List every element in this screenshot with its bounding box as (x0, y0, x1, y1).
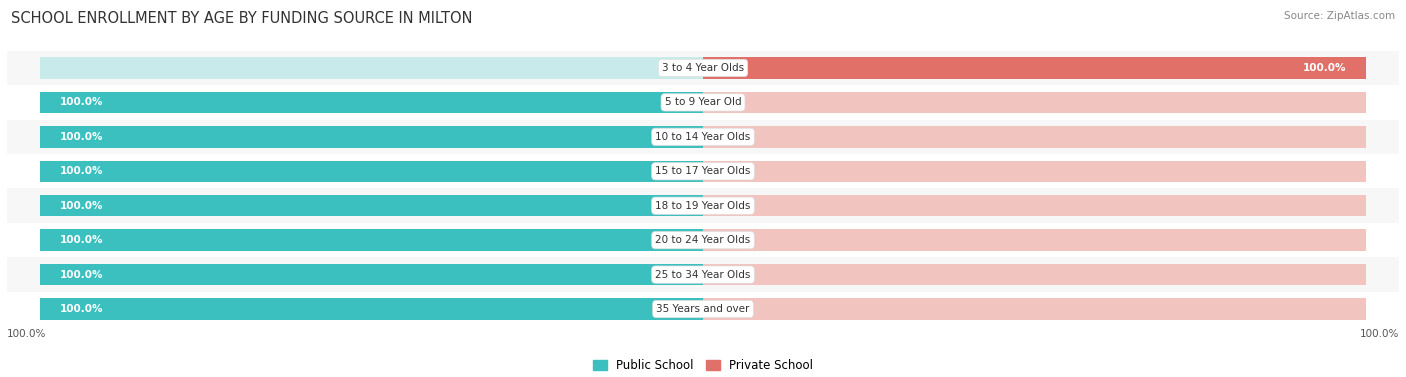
Text: 35 Years and over: 35 Years and over (657, 304, 749, 314)
Text: 0.0%: 0.0% (713, 304, 740, 314)
Text: 15 to 17 Year Olds: 15 to 17 Year Olds (655, 166, 751, 176)
Text: 10 to 14 Year Olds: 10 to 14 Year Olds (655, 132, 751, 142)
Bar (41, 230, 703, 251)
Bar (41, 195, 703, 216)
Text: 100.0%: 100.0% (60, 201, 104, 211)
Text: 100.0%: 100.0% (60, 304, 104, 314)
Text: 0.0%: 0.0% (713, 235, 740, 245)
Bar (7, 120, 1399, 154)
Bar (7, 51, 1399, 85)
Bar (41, 230, 703, 251)
Bar (41, 92, 703, 113)
Text: 0.0%: 0.0% (713, 97, 740, 107)
Text: 100.0%: 100.0% (60, 235, 104, 245)
Bar (703, 57, 1365, 79)
Text: 0.0%: 0.0% (713, 166, 740, 176)
Text: 25 to 34 Year Olds: 25 to 34 Year Olds (655, 270, 751, 280)
Text: 3 to 4 Year Olds: 3 to 4 Year Olds (662, 63, 744, 73)
Bar (41, 126, 703, 147)
Text: 5 to 9 Year Old: 5 to 9 Year Old (665, 97, 741, 107)
Text: 20 to 24 Year Olds: 20 to 24 Year Olds (655, 235, 751, 245)
Bar (41, 264, 703, 285)
Text: 100.0%: 100.0% (1360, 329, 1399, 339)
Text: 100.0%: 100.0% (60, 270, 104, 280)
Text: 100.0%: 100.0% (60, 97, 104, 107)
Text: 100.0%: 100.0% (7, 329, 46, 339)
Text: 100.0%: 100.0% (60, 166, 104, 176)
Bar (703, 230, 1365, 251)
Bar (41, 92, 703, 113)
Text: 0.0%: 0.0% (713, 201, 740, 211)
Text: SCHOOL ENROLLMENT BY AGE BY FUNDING SOURCE IN MILTON: SCHOOL ENROLLMENT BY AGE BY FUNDING SOUR… (11, 11, 472, 26)
Bar (703, 92, 1365, 113)
Bar (703, 264, 1365, 285)
Bar (7, 85, 1399, 120)
Bar (41, 57, 703, 79)
Bar (703, 195, 1365, 216)
Text: 0.0%: 0.0% (666, 63, 693, 73)
Bar (703, 298, 1365, 320)
Bar (7, 154, 1399, 188)
Text: 100.0%: 100.0% (1302, 63, 1346, 73)
Bar (7, 257, 1399, 292)
Text: Source: ZipAtlas.com: Source: ZipAtlas.com (1284, 11, 1395, 21)
Text: 18 to 19 Year Olds: 18 to 19 Year Olds (655, 201, 751, 211)
Bar (41, 126, 703, 147)
Text: 100.0%: 100.0% (60, 132, 104, 142)
Text: 0.0%: 0.0% (713, 270, 740, 280)
Bar (703, 126, 1365, 147)
Bar (41, 298, 703, 320)
Bar (41, 264, 703, 285)
Bar (703, 161, 1365, 182)
Bar (7, 188, 1399, 223)
Bar (703, 57, 1365, 79)
Bar (41, 161, 703, 182)
Bar (41, 161, 703, 182)
Bar (41, 298, 703, 320)
Bar (7, 223, 1399, 257)
Bar (41, 195, 703, 216)
Legend: Public School, Private School: Public School, Private School (593, 359, 813, 372)
Text: 0.0%: 0.0% (713, 132, 740, 142)
Bar (7, 292, 1399, 326)
